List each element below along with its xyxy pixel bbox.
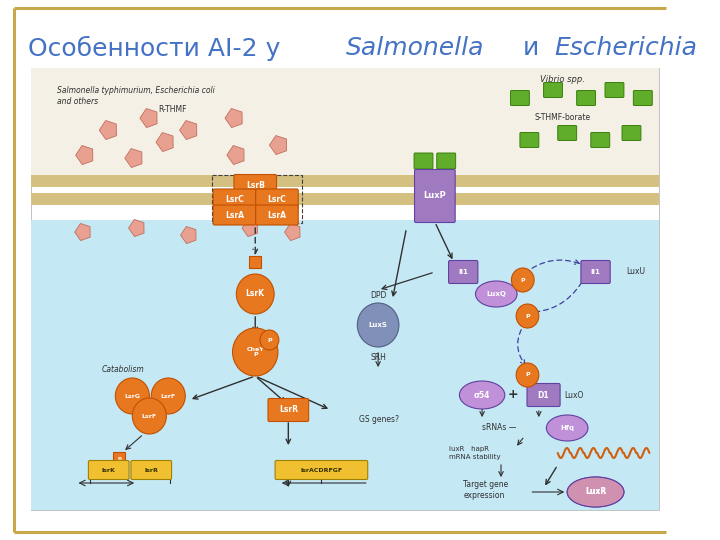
Text: LsrF: LsrF xyxy=(142,414,157,418)
Text: LsrA: LsrA xyxy=(225,211,244,219)
Text: LsrC: LsrC xyxy=(225,194,244,204)
Ellipse shape xyxy=(567,477,624,507)
Text: S-THMF-borate: S-THMF-borate xyxy=(534,113,590,123)
FancyBboxPatch shape xyxy=(213,205,256,225)
FancyBboxPatch shape xyxy=(622,125,641,140)
Text: LuxU: LuxU xyxy=(626,267,646,276)
Text: LsrR: LsrR xyxy=(279,406,298,415)
Text: LuxP: LuxP xyxy=(423,192,446,200)
FancyBboxPatch shape xyxy=(234,174,276,195)
Text: LuxR: LuxR xyxy=(585,488,606,496)
Text: II1: II1 xyxy=(590,269,600,275)
Bar xyxy=(31,68,659,510)
Circle shape xyxy=(511,268,534,292)
Circle shape xyxy=(233,328,278,376)
Text: sRNAs —: sRNAs — xyxy=(482,423,516,433)
Text: Catabolism: Catabolism xyxy=(102,366,144,375)
Text: lsrR: lsrR xyxy=(144,468,158,472)
Text: LsrC: LsrC xyxy=(268,194,287,204)
Text: LsrK: LsrK xyxy=(246,289,265,299)
Text: LsrA: LsrA xyxy=(267,211,287,219)
Text: CheY
P: CheY P xyxy=(246,347,264,357)
Text: LsrG: LsrG xyxy=(125,394,140,399)
Text: LuxS: LuxS xyxy=(369,322,387,328)
FancyBboxPatch shape xyxy=(437,153,456,169)
Text: Target gene
expression: Target gene expression xyxy=(463,480,508,500)
Bar xyxy=(31,68,659,175)
Text: LuxQ: LuxQ xyxy=(486,291,506,297)
Text: and others: and others xyxy=(57,97,98,106)
FancyBboxPatch shape xyxy=(415,170,455,222)
FancyBboxPatch shape xyxy=(558,125,577,140)
Text: n: n xyxy=(117,456,121,461)
FancyBboxPatch shape xyxy=(605,83,624,98)
Text: +: + xyxy=(508,388,518,402)
Bar xyxy=(31,175,659,187)
Text: Vibrio spp.: Vibrio spp. xyxy=(540,76,585,84)
Text: R-THMF: R-THMF xyxy=(158,105,186,114)
Circle shape xyxy=(516,363,539,387)
FancyBboxPatch shape xyxy=(89,461,129,480)
FancyBboxPatch shape xyxy=(634,91,652,105)
Text: и: и xyxy=(515,36,547,60)
FancyBboxPatch shape xyxy=(256,189,298,209)
Text: LuxR: LuxR xyxy=(585,488,606,496)
Text: D1: D1 xyxy=(538,390,549,400)
Text: P: P xyxy=(525,373,530,377)
FancyBboxPatch shape xyxy=(131,461,171,480)
Circle shape xyxy=(236,274,274,314)
FancyBboxPatch shape xyxy=(449,260,478,284)
FancyBboxPatch shape xyxy=(256,205,298,225)
Ellipse shape xyxy=(459,381,505,409)
Text: DPD: DPD xyxy=(370,291,387,300)
FancyBboxPatch shape xyxy=(577,91,595,105)
Text: Salmonella: Salmonella xyxy=(346,36,485,60)
FancyBboxPatch shape xyxy=(268,399,309,422)
Circle shape xyxy=(357,303,399,347)
Text: P: P xyxy=(266,335,272,345)
Text: P: P xyxy=(525,314,530,319)
Text: LsrB: LsrB xyxy=(246,180,265,190)
Circle shape xyxy=(151,378,185,414)
Text: P: P xyxy=(521,278,525,282)
FancyBboxPatch shape xyxy=(527,383,560,407)
FancyBboxPatch shape xyxy=(510,91,529,105)
Text: Escherichia: Escherichia xyxy=(554,36,697,60)
FancyBboxPatch shape xyxy=(544,83,562,98)
Text: II1: II1 xyxy=(458,269,468,275)
Circle shape xyxy=(115,378,149,414)
FancyBboxPatch shape xyxy=(275,461,368,480)
Ellipse shape xyxy=(567,477,624,507)
Circle shape xyxy=(132,398,166,434)
FancyBboxPatch shape xyxy=(520,132,539,147)
Text: lsrK: lsrK xyxy=(102,468,116,472)
Bar xyxy=(31,220,659,510)
Ellipse shape xyxy=(475,281,517,307)
Text: LsrF: LsrF xyxy=(161,394,176,399)
Ellipse shape xyxy=(546,415,588,441)
FancyBboxPatch shape xyxy=(581,260,610,284)
Text: GS genes?: GS genes? xyxy=(359,415,399,424)
Text: luxR   hapR
mRNA stability: luxR hapR mRNA stability xyxy=(449,447,500,460)
Circle shape xyxy=(516,304,539,328)
FancyBboxPatch shape xyxy=(213,189,256,209)
FancyBboxPatch shape xyxy=(591,132,610,147)
Circle shape xyxy=(260,330,279,350)
Text: Hfq: Hfq xyxy=(560,425,574,431)
Bar xyxy=(31,193,659,205)
Text: Salmonella typhimurium, Escherichia coli: Salmonella typhimurium, Escherichia coli xyxy=(57,86,215,95)
Bar xyxy=(31,193,659,205)
Text: Особенности AI-2 у: Особенности AI-2 у xyxy=(28,36,289,60)
Text: lsrACDRFGF: lsrACDRFGF xyxy=(300,468,343,472)
Text: σ54: σ54 xyxy=(474,390,490,400)
Text: P: P xyxy=(267,338,271,342)
Bar xyxy=(212,175,302,223)
Text: SRH: SRH xyxy=(370,354,386,362)
Text: LuxO: LuxO xyxy=(564,390,584,400)
FancyBboxPatch shape xyxy=(414,153,433,169)
